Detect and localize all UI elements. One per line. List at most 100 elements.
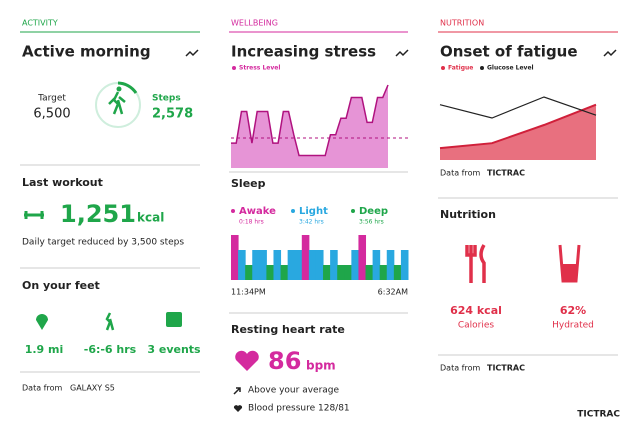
legend-label: Awake: [239, 206, 276, 217]
hydration-label: Hydrated: [552, 321, 594, 331]
heart-note: Blood pressure 128/81: [248, 404, 350, 414]
legend-duration: 3:56 hrs: [359, 219, 384, 226]
time-start: 11:34PM: [231, 288, 266, 297]
sleep-bar: [301, 235, 310, 280]
sleep-bar: [259, 250, 267, 280]
legend-label: Fatigue: [448, 65, 473, 72]
stress-area: [231, 85, 388, 168]
sleep-bar: [365, 265, 374, 280]
heart-icon: [235, 350, 259, 371]
sleep-bar: [400, 250, 409, 280]
column-label: NUTRITION: [440, 19, 484, 28]
sleep-bar: [323, 265, 331, 280]
sleep-bar: [266, 265, 274, 280]
fatigue-area: [440, 104, 596, 160]
card-title: Active morning: [22, 43, 151, 61]
time-end: 6:32AM: [378, 288, 408, 297]
workout-unit: kcal: [137, 211, 164, 225]
progress-arc: [117, 81, 138, 94]
arrow-icon: [233, 387, 241, 395]
hydration: 62%: [560, 304, 586, 317]
walk-icon: [105, 312, 115, 331]
stress-line: [231, 84, 389, 157]
walk-icon: [116, 86, 122, 92]
source: Data from: [22, 384, 62, 393]
sleep-bar: [280, 265, 289, 280]
source-brand: TICTRAC: [487, 364, 525, 373]
heart-value: 86: [268, 347, 301, 375]
sleep-bar: [344, 265, 352, 280]
sleep-bar: [393, 265, 402, 280]
sleep-bar: [330, 250, 338, 280]
card-title: Resting heart rate: [231, 323, 345, 336]
legend-dot: [231, 209, 235, 213]
sleep-chart: Awake 0:18 hrs Light 3:42 hrs Deep 3:56 hrs: [231, 206, 409, 280]
calendar-icon: [166, 312, 182, 327]
source: Data from: [440, 364, 480, 373]
legend-duration: 3:42 hrs: [299, 219, 324, 226]
pin-icon: [36, 314, 48, 330]
stat: 1.9 mi: [25, 343, 64, 356]
sleep-bar: [379, 265, 388, 280]
sleep-bar: [245, 265, 253, 280]
sleep-bar: [386, 250, 395, 280]
target-label: Target: [37, 94, 66, 104]
source-brand: GALAXY S5: [70, 384, 115, 393]
legend-label: Deep: [359, 206, 388, 217]
heart-unit: bpm: [306, 359, 336, 373]
sleep-bar: [273, 250, 282, 280]
card-title: Sleep: [231, 177, 266, 190]
card-title: Increasing stress: [231, 43, 376, 61]
steps-value: 2,578: [152, 107, 193, 122]
dumbbell-icon: [24, 211, 44, 219]
heart-icon: [233, 405, 243, 412]
fatigue-chart: [439, 96, 597, 160]
workout-note: Daily target reduced by 3,500 steps: [22, 238, 184, 248]
footer-brand: TICTRAC: [577, 410, 620, 420]
sleep-bar: [308, 250, 317, 280]
sleep-bar: [238, 250, 246, 280]
walk-icon: [108, 91, 126, 115]
legend-label: Light: [299, 206, 328, 217]
calories-label: Calories: [458, 321, 495, 331]
column-label: WELLBEING: [231, 19, 278, 28]
fatigue-line: [439, 103, 597, 150]
card-title: Last workout: [22, 176, 103, 189]
heart-note: Above your average: [248, 386, 340, 396]
legend-dot: [351, 209, 355, 213]
sleep-bar: [315, 250, 324, 280]
stress-chart: [231, 84, 408, 168]
card-title: On your feet: [22, 279, 100, 292]
source-brand: TICTRAC: [487, 169, 525, 178]
sleep-bar: [337, 265, 345, 280]
workout-value: 1,251: [60, 200, 136, 228]
legend-dot: [232, 66, 236, 70]
source: Data from: [440, 169, 480, 178]
trend-icon: [185, 49, 199, 57]
card-title: Onset of fatigue: [440, 43, 578, 61]
legend-dot: [291, 209, 295, 213]
sleep-bar: [294, 250, 303, 280]
card-title: Nutrition: [440, 208, 496, 221]
glass-fill: [562, 264, 578, 281]
trend-icon: [603, 49, 617, 57]
legend-dot: [441, 66, 445, 70]
legend-label: Glucose Level: [487, 65, 534, 72]
legend-dot: [480, 66, 484, 70]
column-label: ACTIVITY: [22, 19, 58, 28]
sleep-bar: [231, 235, 239, 280]
sleep-bar: [358, 235, 367, 280]
trend-icon: [395, 49, 409, 57]
target-value: 6,500: [33, 107, 70, 122]
legend-label: Stress Level: [239, 65, 280, 72]
sleep-bar: [252, 250, 260, 280]
cutlery-icon: [465, 244, 486, 283]
sleep-bar: [372, 250, 381, 280]
sleep-bar: [287, 250, 296, 280]
calories: 624 kcal: [450, 304, 502, 317]
legend-duration: 0:18 hrs: [239, 219, 264, 226]
glucose-line: [439, 96, 597, 119]
stat: -6:-6 hrs: [84, 343, 137, 356]
